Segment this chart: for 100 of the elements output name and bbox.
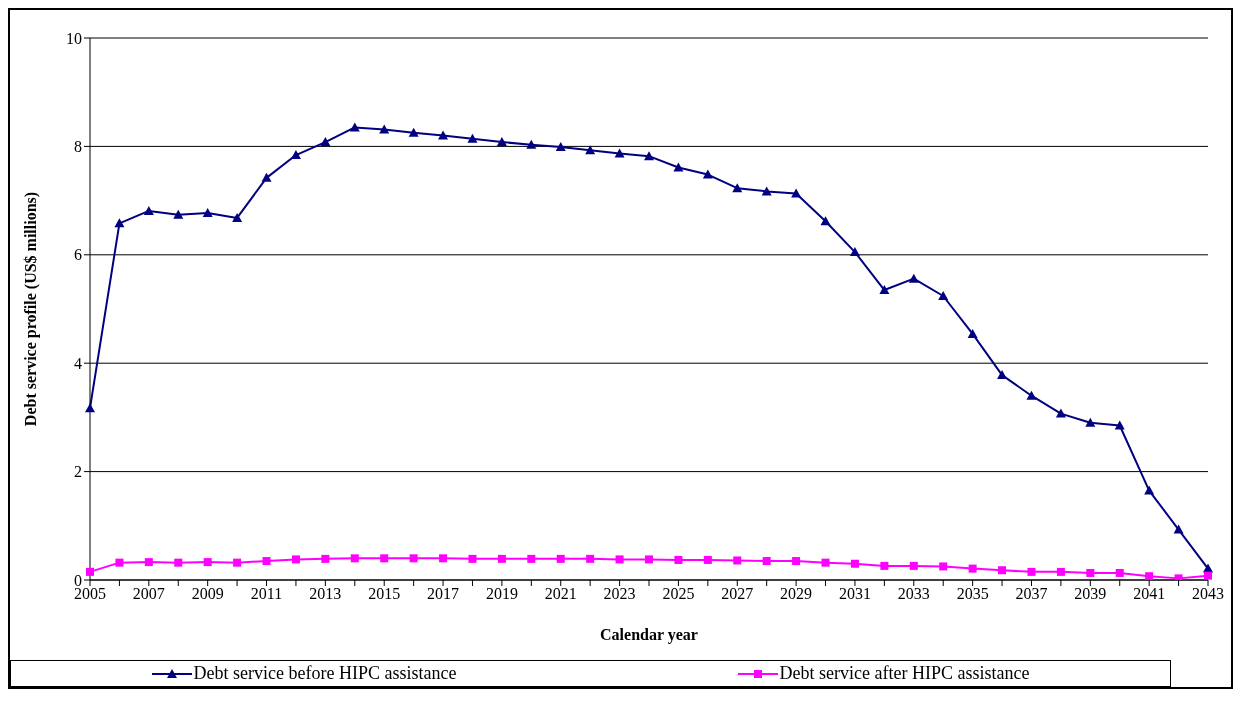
point xyxy=(820,216,831,226)
point xyxy=(408,127,419,137)
point xyxy=(939,562,948,571)
point xyxy=(849,247,860,257)
point xyxy=(792,557,801,566)
point xyxy=(1055,408,1066,418)
y-tick-label: 2 xyxy=(74,463,82,481)
point xyxy=(86,567,94,576)
point xyxy=(439,554,448,563)
point xyxy=(1173,524,1184,534)
point xyxy=(702,169,713,179)
y-tick-label: 4 xyxy=(74,354,82,372)
point xyxy=(85,403,95,413)
x-tick-label: 2023 xyxy=(603,585,636,603)
point xyxy=(732,183,743,193)
y-tick-label: 8 xyxy=(74,138,82,156)
point xyxy=(1114,420,1125,430)
point xyxy=(143,205,154,215)
x-tick-label: 2009 xyxy=(191,585,224,603)
y-axis-title: Debt service profile (US$ millions) xyxy=(21,191,40,427)
point xyxy=(115,558,124,567)
point xyxy=(1027,567,1036,576)
point xyxy=(762,557,771,566)
x-tick-label: 2029 xyxy=(780,585,813,603)
x-tick-label: 2039 xyxy=(1074,585,1107,603)
y-tick-label: 10 xyxy=(66,29,82,47)
point xyxy=(496,137,507,147)
point xyxy=(761,186,772,196)
point xyxy=(290,150,301,160)
point xyxy=(556,554,565,563)
x-axis-title: Calendar year xyxy=(600,626,698,644)
point xyxy=(173,209,184,219)
point xyxy=(497,554,506,563)
point xyxy=(1115,568,1124,577)
point xyxy=(703,555,712,564)
point xyxy=(1145,572,1154,580)
point xyxy=(1086,568,1095,577)
x-tick-label: 2033 xyxy=(897,585,930,603)
x-tick-label: 2037 xyxy=(1015,585,1048,603)
point xyxy=(674,555,683,564)
point xyxy=(380,554,389,563)
point xyxy=(998,566,1007,575)
x-tick-label: 2021 xyxy=(544,585,577,603)
point xyxy=(1026,390,1037,400)
point xyxy=(645,555,653,564)
point xyxy=(909,561,918,570)
point xyxy=(202,208,213,218)
y-tick-label: 6 xyxy=(74,246,82,264)
point xyxy=(232,212,243,222)
point xyxy=(908,273,919,283)
point xyxy=(673,162,684,172)
point xyxy=(791,188,802,198)
legend-label: Debt service after HIPC assistance xyxy=(778,663,1030,684)
point xyxy=(379,124,390,134)
point xyxy=(203,558,212,567)
point xyxy=(615,555,624,564)
point xyxy=(879,285,890,295)
point xyxy=(174,558,183,567)
point xyxy=(320,137,331,147)
point xyxy=(850,559,859,568)
point xyxy=(1085,417,1096,427)
x-tick-label: 2017 xyxy=(427,585,460,603)
x-tick-label: 2013 xyxy=(309,585,342,603)
point xyxy=(555,141,566,151)
point xyxy=(261,172,272,182)
point xyxy=(880,561,889,570)
point xyxy=(321,554,330,563)
x-tick-label: 2043 xyxy=(1192,585,1224,603)
point xyxy=(585,145,596,155)
x-tick-label: 2041 xyxy=(1133,585,1166,603)
point xyxy=(467,133,478,143)
point xyxy=(586,554,595,563)
point xyxy=(733,556,742,565)
legend-label: Debt service before HIPC assistance xyxy=(192,663,457,684)
point xyxy=(233,558,242,567)
point xyxy=(967,328,978,338)
point xyxy=(821,558,830,567)
point xyxy=(644,151,654,161)
x-tick-label: 2027 xyxy=(721,585,754,603)
point xyxy=(527,554,536,563)
x-tick-label: 2019 xyxy=(485,585,518,603)
point xyxy=(144,558,153,567)
point xyxy=(1144,485,1155,495)
point xyxy=(526,139,537,149)
point xyxy=(468,554,477,563)
point xyxy=(1204,571,1212,580)
point xyxy=(938,290,949,300)
x-tick-label: 2011 xyxy=(250,585,283,603)
x-tick-label: 2007 xyxy=(132,585,165,603)
point xyxy=(1056,567,1065,576)
point xyxy=(262,557,271,566)
point xyxy=(114,218,125,228)
point xyxy=(291,555,300,564)
point xyxy=(409,554,418,563)
x-tick-label: 2031 xyxy=(838,585,871,603)
x-tick-label: 2035 xyxy=(956,585,989,603)
x-tick-label: 2025 xyxy=(662,585,695,603)
point xyxy=(968,564,977,573)
x-tick-label: 2015 xyxy=(368,585,401,603)
point xyxy=(350,554,359,563)
